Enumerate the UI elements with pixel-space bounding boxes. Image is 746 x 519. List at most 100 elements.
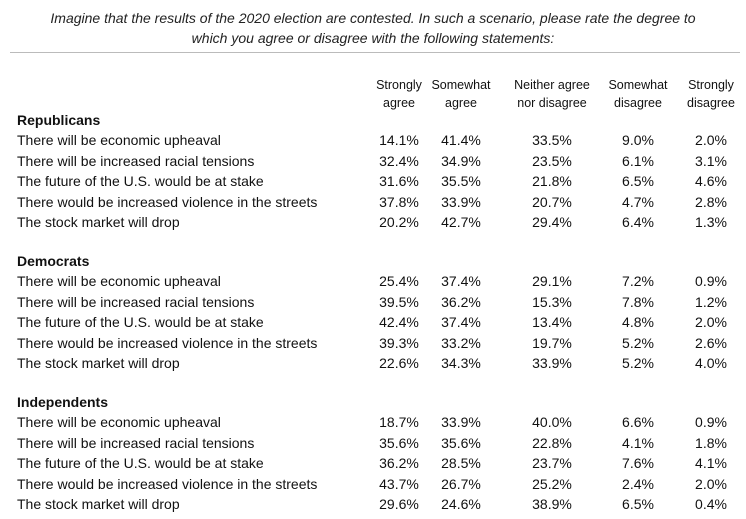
cell-value: 4.1% [622, 434, 654, 451]
row-label: The future of the U.S. would be at stake [17, 455, 264, 472]
row-label: There will be increased racial tensions [17, 293, 255, 310]
cell-value: 40.0% [532, 414, 572, 431]
row-label: There would be increased violence in the… [17, 193, 318, 210]
row-label: There will be increased racial tensions [17, 152, 255, 169]
column-header: nor disagree [517, 96, 587, 110]
cell-value: 6.5% [622, 173, 654, 190]
cell-value: 2.0% [695, 132, 727, 149]
cell-value: 2.8% [695, 193, 727, 210]
cell-value: 36.2% [441, 293, 481, 310]
cell-value: 1.8% [695, 434, 727, 451]
column-header: agree [383, 96, 415, 110]
row-label: The future of the U.S. would be at stake [17, 173, 264, 190]
column-header: Somewhat [608, 78, 668, 92]
cell-value: 4.0% [695, 355, 727, 371]
cell-value: 37.8% [379, 193, 419, 210]
cell-value: 39.5% [379, 293, 419, 310]
cell-value: 31.6% [379, 173, 419, 190]
cell-value: 24.6% [441, 496, 481, 512]
cell-value: 0.9% [695, 414, 727, 431]
cell-value: 18.7% [379, 414, 419, 431]
cell-value: 33.9% [441, 193, 481, 210]
title-rule [10, 52, 740, 53]
cell-value: 7.8% [622, 293, 654, 310]
cell-value: 13.4% [532, 314, 572, 331]
cell-value: 42.4% [379, 314, 419, 331]
column-header: Somewhat [431, 78, 491, 92]
row-label: There will be economic upheaval [17, 414, 221, 431]
column-header: Strongly [376, 78, 422, 92]
row-label: There would be increased violence in the… [17, 334, 318, 351]
cell-value: 20.7% [532, 193, 572, 210]
cell-value: 29.4% [532, 214, 572, 230]
title-line: which you agree or disagree with the fol… [191, 30, 555, 46]
column-header: disagree [687, 96, 735, 110]
cell-value: 9.0% [622, 132, 654, 149]
cell-value: 4.6% [695, 173, 727, 190]
cell-value: 2.0% [695, 475, 727, 492]
cell-value: 6.6% [622, 414, 654, 431]
group-header: Independents [17, 394, 109, 410]
cell-value: 34.9% [441, 152, 481, 169]
cell-value: 4.7% [622, 193, 654, 210]
cell-value: 6.5% [622, 496, 654, 512]
cell-value: 0.4% [695, 496, 727, 512]
cell-value: 15.3% [532, 293, 572, 310]
row-label: The stock market will drop [17, 355, 180, 371]
group-header: Democrats [17, 253, 90, 269]
cell-value: 4.1% [695, 455, 727, 472]
cell-value: 35.5% [441, 173, 481, 190]
cell-value: 35.6% [379, 434, 419, 451]
cell-value: 38.9% [532, 496, 572, 512]
title-line: Imagine that the results of the 2020 ele… [50, 10, 696, 26]
cell-value: 42.7% [441, 214, 481, 230]
cell-value: 2.0% [695, 314, 727, 331]
column-header: agree [445, 96, 477, 110]
cell-value: 5.2% [622, 334, 654, 351]
row-label: The future of the U.S. would be at stake [17, 314, 264, 331]
cell-value: 5.2% [622, 355, 654, 371]
column-header: disagree [614, 96, 662, 110]
cell-value: 2.6% [695, 334, 727, 351]
cell-value: 14.1% [379, 132, 419, 149]
column-header: Neither agree [514, 78, 590, 92]
cell-value: 22.6% [379, 355, 419, 371]
cell-value: 7.2% [622, 273, 654, 290]
cell-value: 39.3% [379, 334, 419, 351]
row-label: The stock market will drop [17, 496, 180, 512]
column-header: Strongly [688, 78, 734, 92]
cell-value: 28.5% [441, 455, 481, 472]
cell-value: 1.3% [695, 214, 727, 230]
group-header: Republicans [17, 112, 101, 128]
cell-value: 41.4% [441, 132, 481, 149]
cell-value: 22.8% [532, 434, 572, 451]
cell-value: 33.9% [441, 414, 481, 431]
cell-value: 19.7% [532, 334, 572, 351]
row-label: There will be economic upheaval [17, 132, 221, 149]
cell-value: 25.2% [532, 475, 572, 492]
cell-value: 37.4% [441, 273, 481, 290]
cell-value: 33.9% [532, 355, 572, 371]
cell-value: 0.9% [695, 273, 727, 290]
cell-value: 3.1% [695, 152, 727, 169]
cell-value: 33.2% [441, 334, 481, 351]
cell-value: 21.8% [532, 173, 572, 190]
cell-value: 2.4% [622, 475, 654, 492]
cell-value: 7.6% [622, 455, 654, 472]
row-label: The stock market will drop [17, 214, 180, 230]
cell-value: 26.7% [441, 475, 481, 492]
row-label: There will be increased racial tensions [17, 434, 255, 451]
row-label: There would be increased violence in the… [17, 475, 318, 492]
cell-value: 20.2% [379, 214, 419, 230]
cell-value: 33.5% [532, 132, 572, 149]
cell-value: 29.1% [532, 273, 572, 290]
cell-value: 6.4% [622, 214, 654, 230]
cell-value: 43.7% [379, 475, 419, 492]
cell-value: 29.6% [379, 496, 419, 512]
cell-value: 1.2% [695, 293, 727, 310]
cell-value: 37.4% [441, 314, 481, 331]
cell-value: 25.4% [379, 273, 419, 290]
cell-value: 34.3% [441, 355, 481, 371]
cell-value: 36.2% [379, 455, 419, 472]
